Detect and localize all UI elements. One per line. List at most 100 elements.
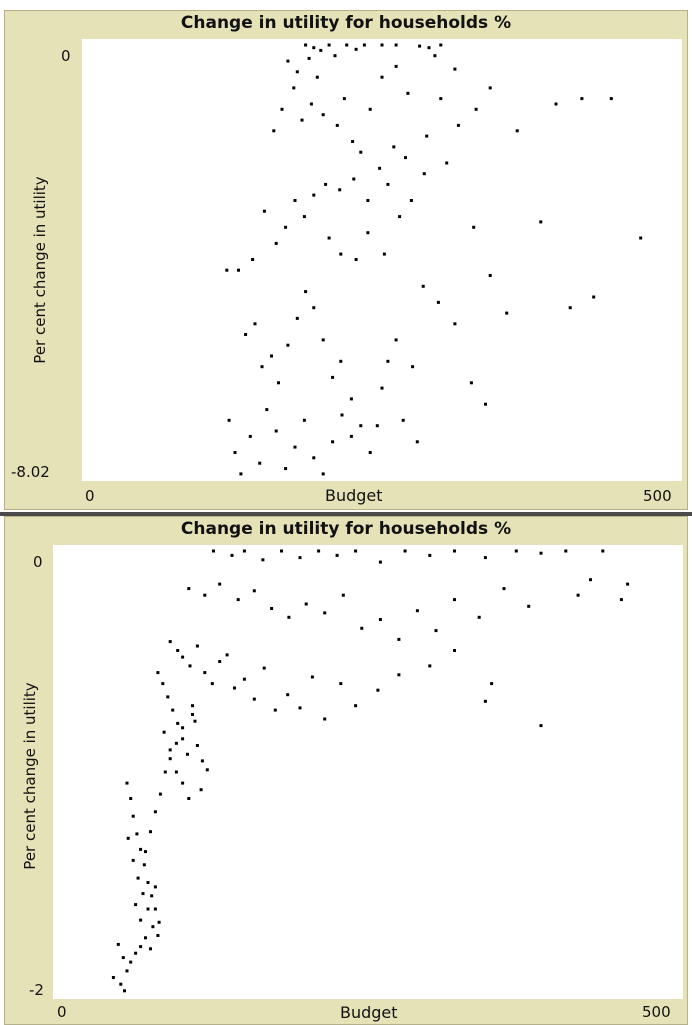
- data-point: [227, 418, 231, 422]
- plot-area: [53, 545, 683, 999]
- data-point: [359, 424, 363, 428]
- data-point: [203, 671, 207, 675]
- data-point: [433, 54, 437, 58]
- data-point: [149, 830, 152, 834]
- data-point: [258, 461, 262, 465]
- data-point: [252, 697, 256, 701]
- data-point: [218, 660, 222, 663]
- data-point: [453, 649, 456, 652]
- data-point: [252, 589, 256, 593]
- data-point: [339, 682, 343, 686]
- data-point: [554, 102, 558, 106]
- data-point: [280, 549, 283, 553]
- data-point: [394, 338, 398, 342]
- data-point: [445, 161, 449, 165]
- data-point: [401, 418, 405, 422]
- data-point: [136, 876, 140, 880]
- data-point: [295, 316, 299, 320]
- data-point: [277, 381, 280, 385]
- data-point: [284, 467, 288, 471]
- data-point: [321, 472, 325, 476]
- data-point: [323, 611, 327, 615]
- x-axis-label: Budget: [340, 1003, 398, 1022]
- data-point: [126, 836, 130, 840]
- data-point: [380, 386, 384, 390]
- data-point: [260, 365, 264, 369]
- data-point: [171, 708, 175, 712]
- data-point: [539, 724, 543, 728]
- data-point: [539, 220, 543, 224]
- data-point: [139, 945, 143, 949]
- data-point: [415, 609, 419, 613]
- data-point: [394, 43, 398, 47]
- data-point: [233, 451, 237, 454]
- data-point: [111, 976, 115, 979]
- x-tick-right: 500: [642, 1003, 671, 1021]
- data-point: [242, 677, 246, 681]
- data-point: [527, 604, 531, 608]
- data-point: [181, 781, 185, 785]
- data-point: [469, 381, 473, 385]
- data-point: [341, 593, 345, 597]
- data-point: [191, 704, 194, 708]
- data-point: [265, 408, 269, 412]
- data-point: [335, 553, 339, 557]
- data-point: [168, 640, 172, 644]
- data-point: [125, 781, 129, 785]
- data-point: [280, 107, 284, 111]
- data-point: [242, 549, 246, 553]
- data-point: [176, 721, 180, 725]
- data-point: [354, 704, 358, 708]
- data-point: [368, 451, 372, 454]
- data-point: [351, 140, 355, 143]
- data-point: [193, 719, 197, 723]
- data-point: [380, 75, 384, 79]
- data-point: [302, 418, 306, 422]
- data-point: [181, 726, 185, 730]
- data-point: [502, 587, 506, 591]
- data-point: [302, 215, 306, 219]
- data-point: [403, 549, 407, 553]
- data-point: [272, 129, 276, 133]
- data-point: [321, 338, 325, 342]
- data-point: [378, 618, 382, 621]
- data-point: [354, 47, 358, 51]
- x-tick-left: 0: [85, 487, 95, 505]
- data-point: [153, 907, 157, 911]
- data-point: [439, 97, 443, 101]
- data-point: [274, 241, 278, 245]
- data-point: [270, 354, 273, 358]
- data-point: [376, 688, 380, 692]
- data-point: [488, 274, 492, 277]
- data-point: [129, 960, 133, 964]
- plot-area: [82, 39, 682, 481]
- data-point: [307, 56, 311, 60]
- data-point: [331, 440, 335, 444]
- data-point: [312, 46, 316, 50]
- data-point: [483, 556, 487, 560]
- data-point: [484, 402, 487, 406]
- data-point: [309, 102, 313, 106]
- data-point: [195, 744, 199, 747]
- scatter-plot: [111, 549, 630, 993]
- data-point: [161, 682, 165, 686]
- data-point: [321, 113, 325, 117]
- data-point: [342, 97, 346, 101]
- data-point: [339, 252, 343, 256]
- data-point: [270, 607, 274, 610]
- data-point: [200, 759, 204, 763]
- data-point: [131, 858, 135, 862]
- data-point: [411, 365, 415, 369]
- y-tick-bottom: -8.02: [11, 463, 50, 481]
- data-point: [174, 741, 178, 745]
- data-point: [236, 598, 240, 602]
- data-point: [505, 311, 509, 315]
- data-point: [286, 343, 290, 347]
- data-point: [304, 602, 308, 606]
- data-point: [406, 91, 410, 95]
- data-point: [125, 969, 129, 973]
- data-point: [233, 686, 236, 690]
- data-point: [453, 67, 457, 71]
- panel-divider: [0, 512, 692, 516]
- data-point: [339, 359, 343, 363]
